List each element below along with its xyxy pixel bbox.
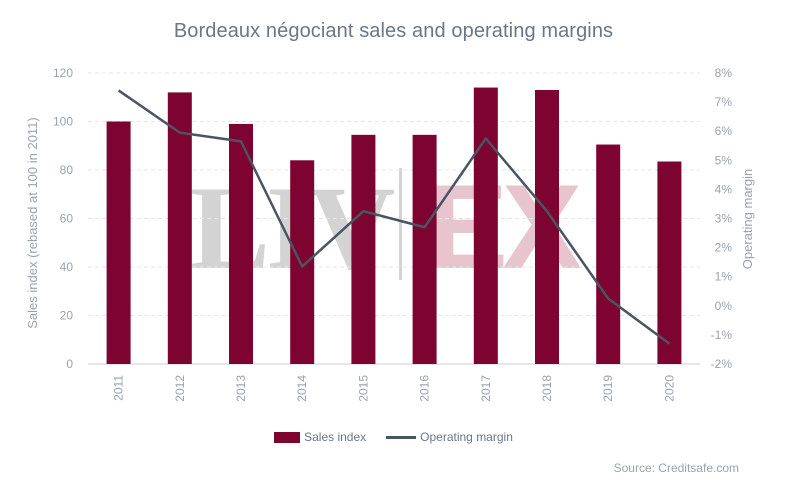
bar-2016 <box>412 134 437 364</box>
left-y-axis-tick-labels: 0 20 40 60 80 100 120 <box>53 66 73 371</box>
source-note: Source: Creditsafe.com <box>613 461 739 475</box>
bar-2011 <box>106 121 131 364</box>
x-axis-tick-labels: 2011 2012 2013 2014 2015 2016 2017 2018 2019 2020 <box>112 375 677 402</box>
bar-2017 <box>473 87 498 365</box>
right-y-tick-label: 3% <box>715 212 733 226</box>
x-tick-label: 2017 <box>479 375 493 402</box>
right-y-tick-label: 1% <box>715 270 733 284</box>
right-y-tick-label: 8% <box>715 66 733 80</box>
bar-2018 <box>535 89 559 364</box>
right-y-tick-label: 2% <box>715 241 733 255</box>
right-y-tick-label: 6% <box>715 124 733 138</box>
left-y-tick-label: 80 <box>60 163 74 177</box>
legend-swatch-bar <box>274 431 301 443</box>
bar-2019 <box>596 144 621 364</box>
right-y-axis-tick-labels: -2% -1% 0% 1% 2% 3% 4% 5% 6% 7% 8% <box>711 66 733 371</box>
right-y-tick-label: 5% <box>715 153 733 167</box>
legend: Sales index Operating margin <box>0 430 787 444</box>
left-y-tick-label: 60 <box>60 212 74 226</box>
chart-title: Bordeaux négociant sales and operating m… <box>173 20 614 42</box>
right-y-tick-label: 7% <box>715 95 733 109</box>
left-y-tick-label: 120 <box>53 66 73 80</box>
left-y-tick-label: 20 <box>60 309 74 323</box>
legend-item-sales-index: Sales index <box>274 430 366 444</box>
left-y-axis-title: Sales index (rebased at 100 in 2011) <box>25 117 40 329</box>
bar-series <box>106 87 682 365</box>
x-tick-label: 2014 <box>295 375 309 402</box>
x-tick-label: 2013 <box>234 375 248 402</box>
x-tick-label: 2018 <box>540 375 554 402</box>
left-y-tick-label: 100 <box>53 115 73 129</box>
svg-text:EX: EX <box>428 168 581 280</box>
left-y-tick-label: 0 <box>66 357 73 371</box>
bar-2013 <box>229 123 253 364</box>
left-y-tick-label: 40 <box>60 260 74 274</box>
x-tick-label: 2012 <box>173 375 187 402</box>
right-y-tick-label: 4% <box>715 182 733 196</box>
legend-swatch-line <box>386 435 417 439</box>
line-series <box>117 89 671 345</box>
bar-2015 <box>351 134 376 364</box>
x-tick-label: 2020 <box>662 375 676 402</box>
x-tick-label: 2015 <box>356 375 370 402</box>
bar-2014 <box>290 160 315 364</box>
right-y-tick-label: -1% <box>711 328 733 342</box>
legend-item-operating-margin: Operating margin <box>386 430 513 444</box>
x-tick-label: 2019 <box>601 375 615 402</box>
legend-label-operating-margin: Operating margin <box>420 430 513 444</box>
operating-margin-line <box>117 89 671 345</box>
right-y-axis-title: Operating margin <box>740 169 755 269</box>
legend-label-sales-index: Sales index <box>304 430 367 444</box>
bar-2020 <box>657 161 682 364</box>
right-y-tick-label: -2% <box>711 357 733 371</box>
right-y-tick-label: 0% <box>715 299 733 313</box>
x-tick-label: 2011 <box>112 375 126 401</box>
bar-2012 <box>167 92 192 365</box>
x-tick-label: 2016 <box>418 375 432 402</box>
